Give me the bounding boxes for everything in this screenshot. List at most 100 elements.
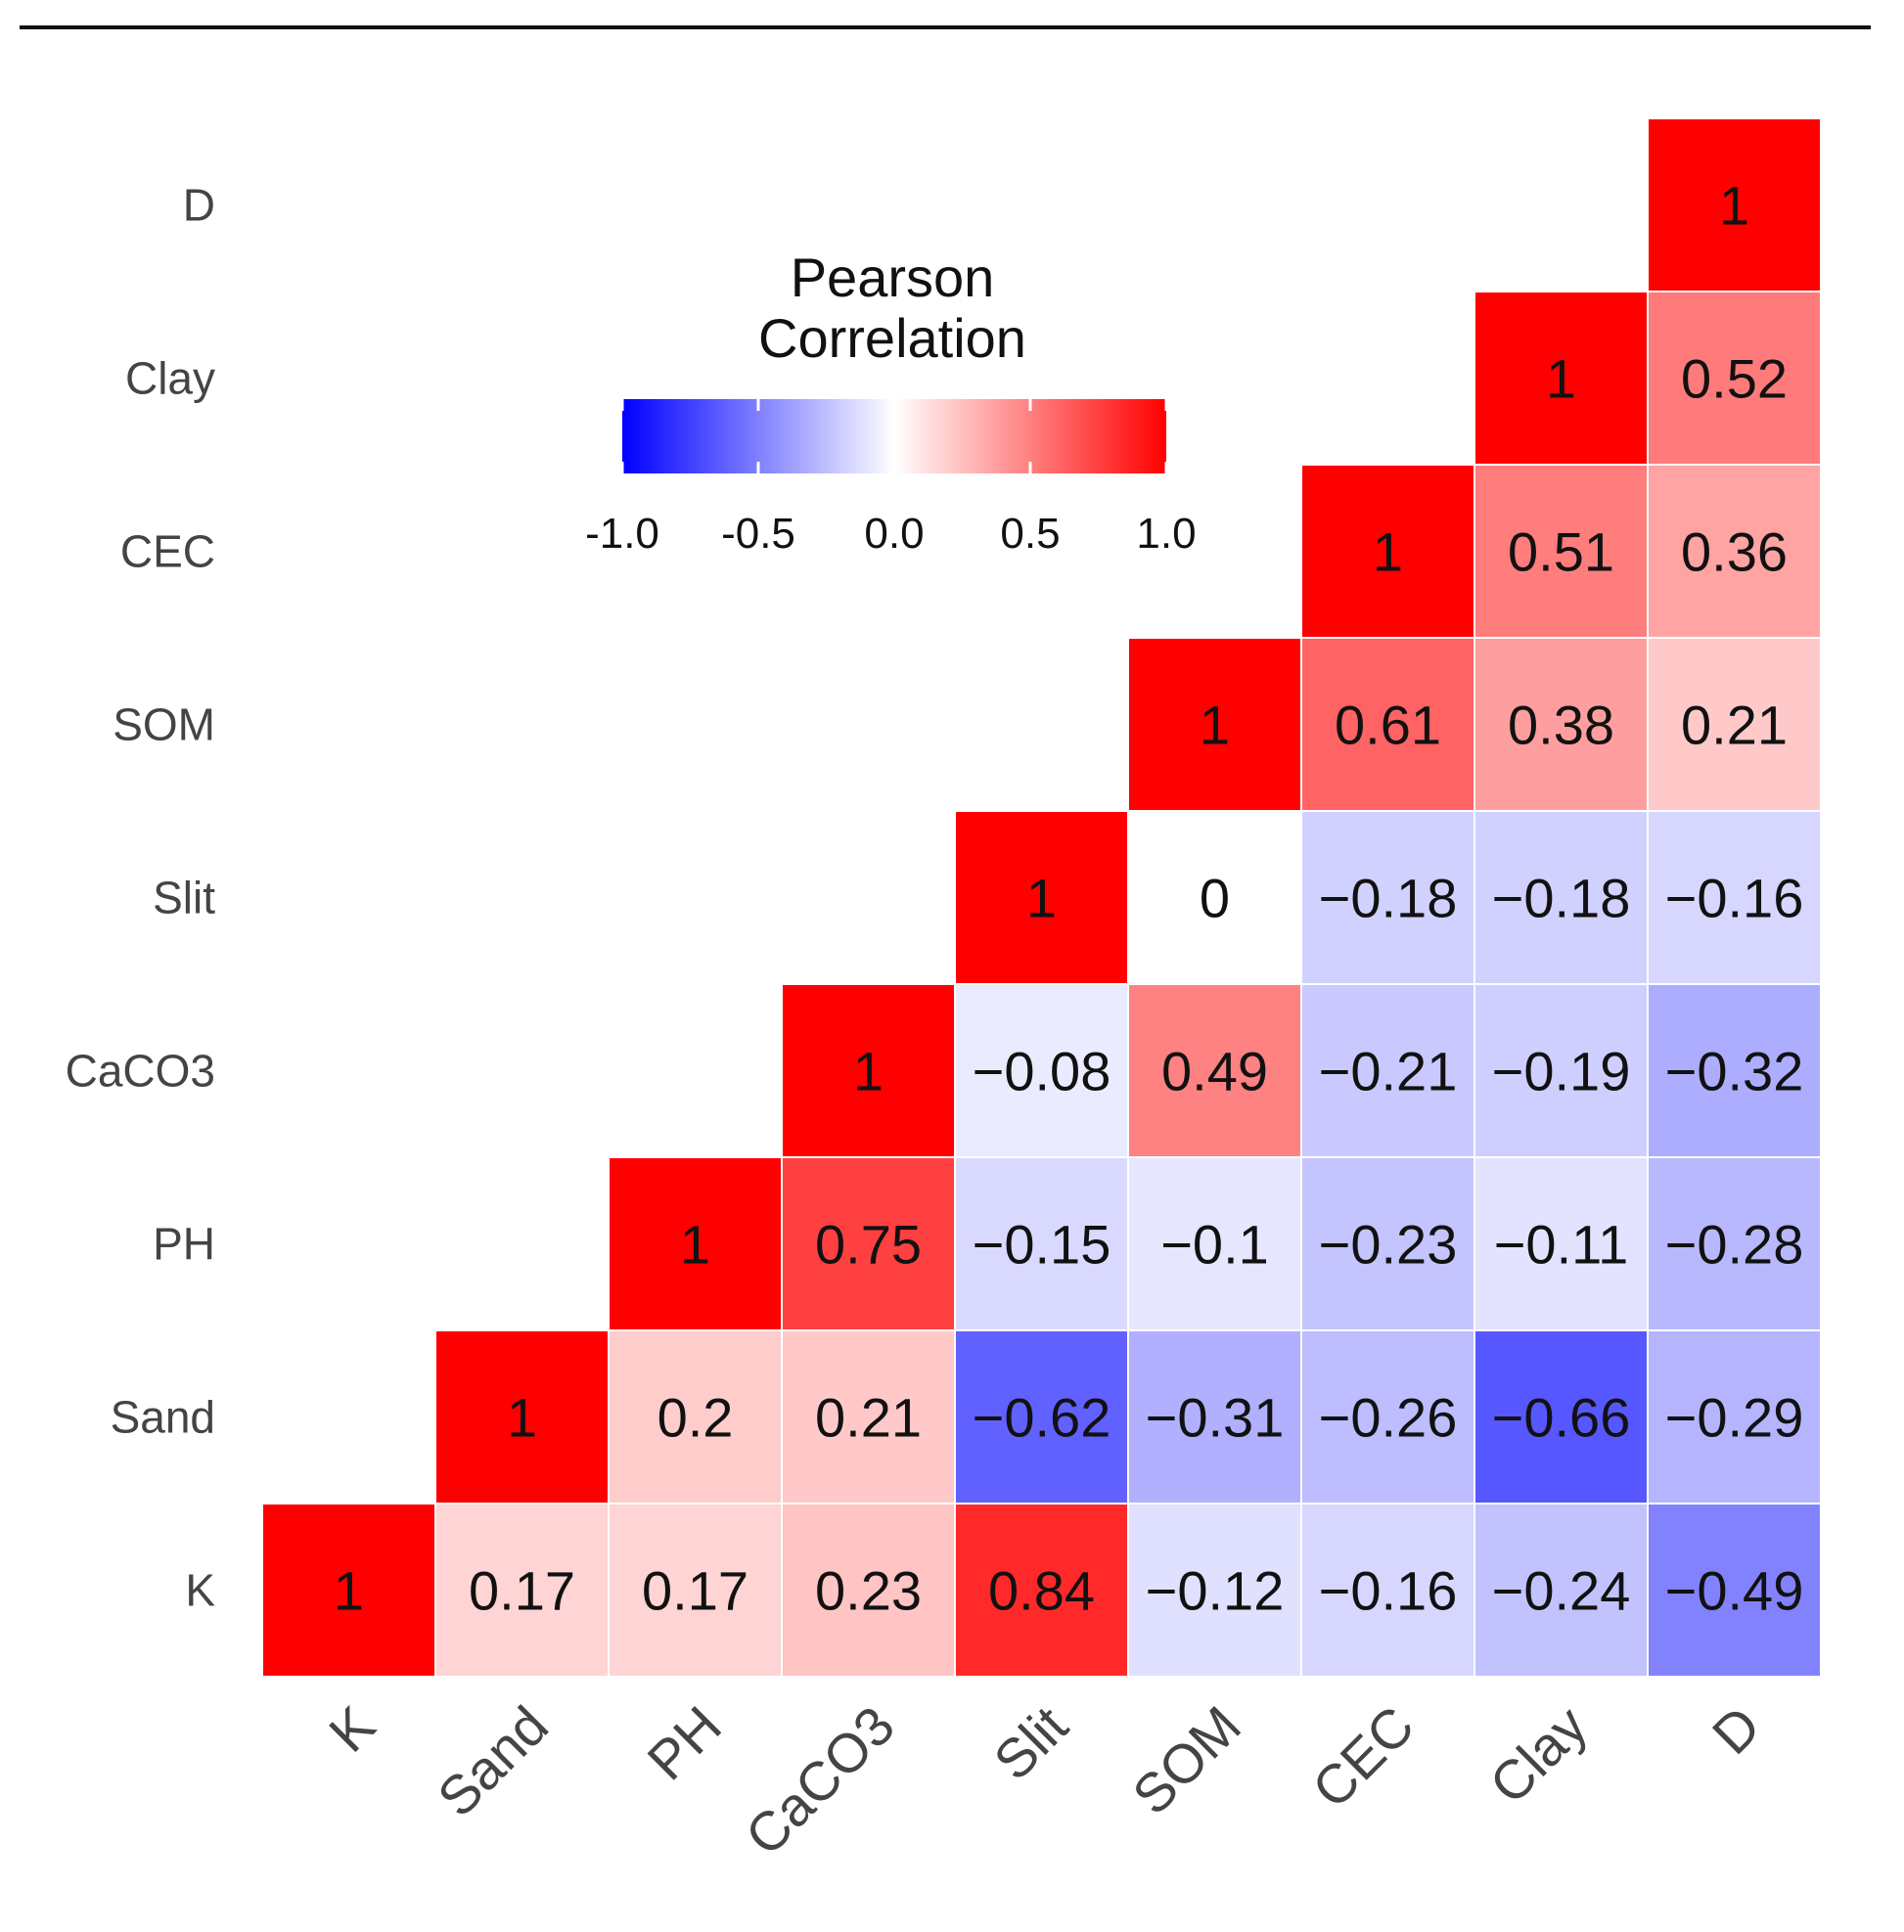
heatmap-cell	[1473, 1329, 1649, 1505]
cell-value-label: 0.52	[1681, 348, 1788, 410]
row-label: Slit	[153, 873, 215, 923]
cell-value-label: −0.66	[1492, 1387, 1631, 1449]
cell-value-label: −0.62	[973, 1387, 1111, 1449]
heatmap-cell	[1127, 983, 1302, 1158]
heatmap-cell	[1647, 117, 1822, 292]
heatmap-cell	[434, 1503, 610, 1678]
cell-value-label: 0.36	[1681, 521, 1788, 583]
cell-value-label: 1	[1200, 695, 1230, 756]
cell-value-label: 0.23	[815, 1560, 922, 1622]
cell-value-label: −0.08	[973, 1041, 1111, 1102]
heatmap-cell	[1473, 637, 1649, 812]
legend-tick-label: 0.5	[1000, 510, 1060, 558]
cell-value-label: −0.21	[1319, 1041, 1458, 1102]
cell-value-label: 0.84	[988, 1560, 1095, 1622]
column-label: CEC	[1300, 1694, 1426, 1820]
legend-tick-label: -0.5	[721, 510, 795, 558]
heatmap-cell	[781, 1329, 956, 1505]
cell-value-label: 0.38	[1508, 695, 1614, 756]
heatmap-cell	[608, 1156, 783, 1331]
heatmap-cell	[781, 983, 956, 1158]
heatmap-cell	[1300, 1156, 1475, 1331]
cell-value-label: −0.18	[1319, 868, 1458, 929]
heatmap-cell	[954, 983, 1129, 1158]
legend-title-line2: Correlation	[758, 307, 1026, 369]
cell-value-label: 0.21	[815, 1387, 922, 1449]
heatmap-cell	[1300, 464, 1475, 639]
heatmap-cell	[1647, 291, 1822, 466]
legend-title-line1: Pearson	[791, 247, 995, 308]
cell-value-label: −0.11	[1494, 1214, 1629, 1276]
heatmap-cell	[1647, 464, 1822, 639]
heatmap-cell	[1473, 1503, 1649, 1678]
heatmap-cell	[1127, 810, 1302, 985]
heatmap-cell	[1647, 637, 1822, 812]
cell-value-label: −0.16	[1319, 1560, 1458, 1622]
cell-value-label: −0.26	[1319, 1387, 1458, 1449]
heatmap-cell	[1127, 1503, 1302, 1678]
heatmap-cells: 1 0.17 0.17 0.23 0.84 −0.12 −0.16 −0.24 −0.49 1 0.…	[261, 117, 1822, 1678]
heatmap-cell	[1127, 1156, 1302, 1331]
cell-value-label: 0.75	[815, 1214, 922, 1276]
cell-value-label: −0.18	[1492, 868, 1631, 929]
cell-value-label: 0	[1200, 868, 1230, 929]
cell-value-label: −0.28	[1665, 1214, 1804, 1276]
heatmap-cell	[1647, 810, 1822, 985]
cell-value-label: 0.17	[642, 1560, 748, 1622]
legend-tick-label: 0.0	[864, 510, 924, 558]
heatmap-cell	[954, 1156, 1129, 1331]
cell-value-label: 1	[853, 1041, 884, 1102]
row-label: PH	[153, 1219, 215, 1270]
cell-value-label: −0.23	[1319, 1214, 1458, 1276]
row-label: SOM	[113, 699, 215, 750]
heatmap-cell	[261, 1503, 436, 1678]
cell-value-label: 0.49	[1161, 1041, 1268, 1102]
column-labels: K Sand PH CaCO3 Slit SOM CEC Clay D	[317, 1694, 1772, 1867]
heatmap-cell	[1647, 983, 1822, 1158]
cell-value-label: 0.61	[1335, 695, 1441, 756]
cell-value-label: 0.51	[1508, 521, 1614, 583]
column-label: SOM	[1120, 1694, 1252, 1826]
cell-value-label: −0.24	[1492, 1560, 1631, 1622]
column-label: Slit	[981, 1694, 1079, 1792]
row-label: CEC	[120, 526, 215, 577]
cell-value-label: −0.19	[1492, 1041, 1631, 1102]
cell-value-label: −0.31	[1146, 1387, 1285, 1449]
column-label: PH	[635, 1694, 733, 1792]
heatmap-cell	[608, 1329, 783, 1505]
cell-value-label: 1	[1546, 348, 1576, 410]
cell-value-label: −0.12	[1146, 1560, 1285, 1622]
cell-value-label: 1	[1719, 175, 1749, 237]
heatmap-cell	[434, 1329, 610, 1505]
row-label: Clay	[125, 353, 215, 404]
row-labels: K Sand PH CaCO3 Slit SOM CEC Clay D	[66, 180, 216, 1616]
cell-value-label: −0.1	[1160, 1214, 1269, 1276]
cell-value-label: 0.21	[1681, 695, 1788, 756]
column-label: Sand	[426, 1694, 560, 1828]
cell-value-label: −0.29	[1665, 1387, 1804, 1449]
row-label: Sand	[111, 1392, 215, 1443]
row-label: D	[183, 180, 215, 231]
legend-tick-label: -1.0	[585, 510, 659, 558]
heatmap-cell	[781, 1156, 956, 1331]
legend-ticks: -1.0 -0.5 0.0 0.5 1.0	[585, 399, 1197, 558]
heatmap-cell	[1127, 637, 1302, 812]
heatmap-cell	[1647, 1503, 1822, 1678]
legend-colorbar	[622, 399, 1166, 473]
cell-value-label: −0.16	[1665, 868, 1804, 929]
heatmap-cell	[1127, 1329, 1302, 1505]
column-label: K	[317, 1694, 386, 1764]
column-label: D	[1700, 1694, 1772, 1766]
cell-value-label: 0.2	[657, 1387, 734, 1449]
cell-value-label: 1	[334, 1560, 364, 1622]
legend-tick-label: 1.0	[1136, 510, 1196, 558]
cell-value-label: 1	[1373, 521, 1403, 583]
heatmap-cell	[954, 810, 1129, 985]
heatmap-cell	[1647, 1329, 1822, 1505]
heatmap-cell	[1300, 1329, 1475, 1505]
cell-value-label: −0.32	[1665, 1041, 1804, 1102]
column-label: Clay	[1477, 1694, 1599, 1816]
column-label: CaCO3	[733, 1694, 906, 1867]
cell-value-label: 1	[507, 1387, 537, 1449]
